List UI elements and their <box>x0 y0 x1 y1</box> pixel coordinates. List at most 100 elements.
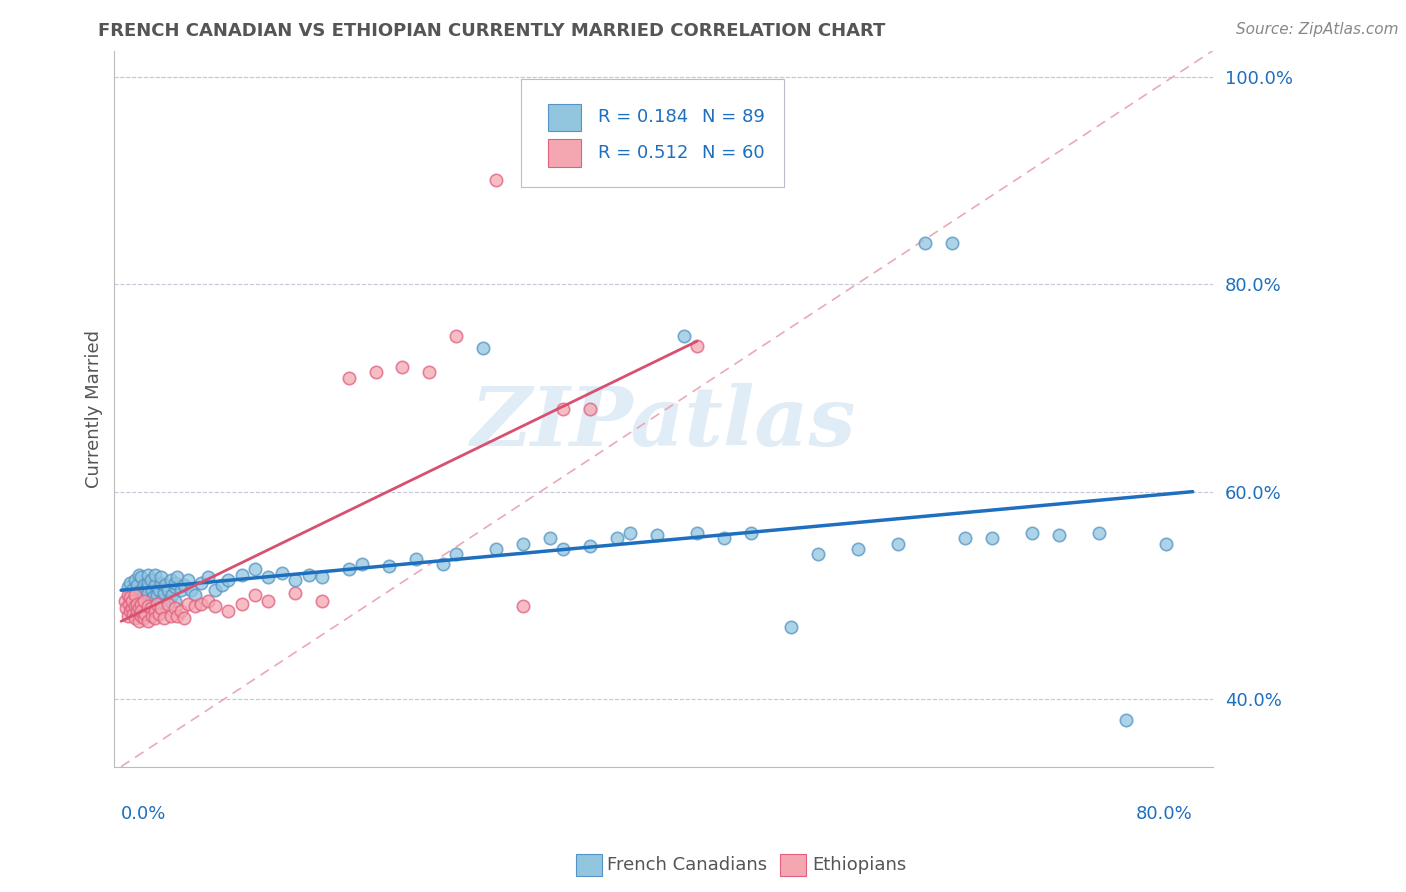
Point <box>128 615 150 629</box>
Text: R = 0.184: R = 0.184 <box>598 108 688 127</box>
Point <box>124 611 146 625</box>
Point <box>284 573 307 587</box>
Point <box>150 576 173 591</box>
Point <box>579 539 602 553</box>
Point <box>141 583 163 598</box>
Point <box>211 578 233 592</box>
Point <box>124 588 146 602</box>
Point <box>163 600 186 615</box>
Point <box>143 567 166 582</box>
Point <box>405 552 427 566</box>
Point <box>512 536 534 550</box>
Point <box>124 586 146 600</box>
FancyBboxPatch shape <box>548 139 581 167</box>
Point <box>136 615 159 629</box>
Point <box>846 541 869 556</box>
Point <box>391 360 413 375</box>
Text: FRENCH CANADIAN VS ETHIOPIAN CURRENTLY MARRIED CORRELATION CHART: FRENCH CANADIAN VS ETHIOPIAN CURRENTLY M… <box>98 22 886 40</box>
FancyBboxPatch shape <box>548 103 581 131</box>
Text: Source: ZipAtlas.com: Source: ZipAtlas.com <box>1236 22 1399 37</box>
Point <box>156 583 179 598</box>
Point <box>118 597 141 611</box>
Point <box>914 235 936 250</box>
Point <box>163 593 186 607</box>
Point <box>132 578 155 592</box>
Point <box>337 370 360 384</box>
Point <box>173 578 195 592</box>
Point <box>132 611 155 625</box>
Point <box>180 583 202 598</box>
Point <box>1021 526 1043 541</box>
Point <box>1047 528 1070 542</box>
Point <box>127 597 149 611</box>
Point <box>153 611 176 625</box>
Point <box>231 567 253 582</box>
Point <box>129 604 152 618</box>
Point <box>311 593 333 607</box>
Point <box>686 526 709 541</box>
Point <box>645 528 668 542</box>
Point <box>953 532 976 546</box>
Point <box>418 365 440 379</box>
Point <box>142 591 165 605</box>
Point <box>444 547 467 561</box>
Point <box>135 593 157 607</box>
Point <box>120 576 142 591</box>
Point <box>177 573 200 587</box>
Point <box>217 604 239 618</box>
Point <box>512 599 534 613</box>
Point <box>190 576 212 591</box>
Point <box>128 567 150 582</box>
Point <box>980 532 1002 546</box>
Point <box>157 593 180 607</box>
Point <box>129 583 152 598</box>
Text: French Canadians: French Canadians <box>607 856 768 874</box>
Point <box>153 586 176 600</box>
Point <box>284 586 307 600</box>
FancyBboxPatch shape <box>520 79 785 186</box>
Text: N = 60: N = 60 <box>702 144 765 162</box>
Point <box>163 580 186 594</box>
Point <box>190 597 212 611</box>
Point <box>146 597 169 611</box>
Point <box>364 365 387 379</box>
Point <box>136 567 159 582</box>
Point <box>231 597 253 611</box>
Point <box>1115 713 1137 727</box>
Point <box>124 573 146 587</box>
Point <box>553 401 575 416</box>
Point <box>243 588 266 602</box>
Point <box>136 586 159 600</box>
Point <box>156 597 179 611</box>
Point <box>257 570 280 584</box>
Text: 0.0%: 0.0% <box>121 805 166 823</box>
Point <box>139 573 162 587</box>
Point <box>163 576 186 591</box>
Point <box>807 547 830 561</box>
Point <box>150 570 173 584</box>
Point <box>120 604 142 618</box>
Point <box>150 593 173 607</box>
Point <box>160 588 183 602</box>
Point <box>217 573 239 587</box>
Point <box>121 583 143 598</box>
Point <box>117 588 139 602</box>
Y-axis label: Currently Married: Currently Married <box>86 330 103 488</box>
Point <box>337 562 360 576</box>
Point <box>122 607 145 621</box>
Point <box>166 609 188 624</box>
Point <box>121 593 143 607</box>
Text: 80.0%: 80.0% <box>1136 805 1192 823</box>
Point <box>146 588 169 602</box>
Point <box>170 604 193 618</box>
Point <box>606 532 628 546</box>
Point <box>127 578 149 592</box>
Point <box>941 235 963 250</box>
Point <box>115 600 138 615</box>
Point <box>166 570 188 584</box>
Point <box>184 599 207 613</box>
Point <box>124 599 146 613</box>
Point <box>270 566 292 580</box>
Point <box>257 593 280 607</box>
Point <box>132 593 155 607</box>
